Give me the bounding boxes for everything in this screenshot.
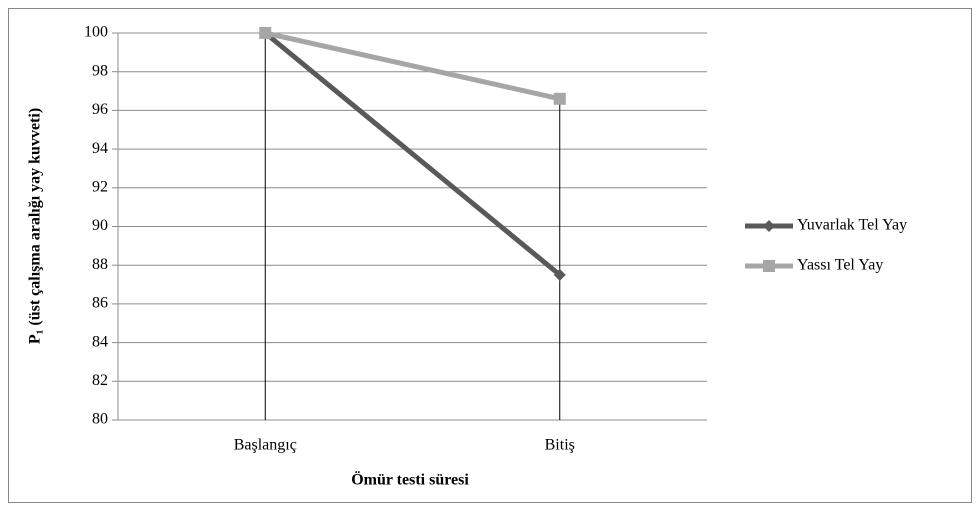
x-axis-label: Ömür testi süresi [351, 471, 469, 489]
series-line [264, 30, 561, 102]
x-tick-label: Başlangıç [234, 437, 297, 454]
legend-marker [763, 260, 775, 272]
x-tick-label: Bitiş [545, 437, 575, 454]
legend-label: Yassı Tel Yay [797, 257, 883, 274]
y-tick-label: 98 [92, 62, 108, 79]
marker [259, 27, 272, 39]
y-tick-label: 100 [84, 24, 108, 41]
series-line [263, 31, 562, 277]
y-tick-label: 84 [92, 333, 108, 350]
y-tick-label: 96 [92, 101, 108, 118]
y-tick-label: 90 [92, 217, 108, 234]
y-tick-label: 94 [92, 140, 108, 157]
y-tick-label: 86 [92, 295, 108, 312]
y-tick-label: 88 [92, 256, 108, 273]
y-axis-label: P₁ (üst çalışma aralığı yay kuvveti) [27, 108, 44, 344]
y-tick-label: 82 [92, 372, 108, 389]
legend-label: Yuvarlak Tel Yay [797, 217, 907, 234]
marker [553, 92, 566, 105]
marker [553, 268, 566, 281]
y-tick-label: 92 [92, 178, 108, 195]
y-tick-label: 80 [92, 411, 108, 428]
legend-marker [763, 220, 775, 232]
